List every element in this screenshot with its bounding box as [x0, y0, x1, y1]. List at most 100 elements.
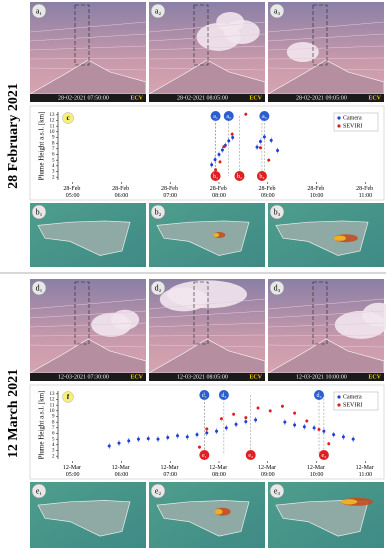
y-tick-label: 11 [50, 403, 55, 408]
point [262, 135, 266, 139]
image-label: a₂ [155, 6, 162, 15]
timestamp: 28-02-2021 07:50:00 [58, 95, 109, 101]
annotation-badge [218, 390, 229, 400]
timestamp-bar [268, 94, 384, 102]
legend-marker [337, 124, 341, 128]
legend-marker [337, 403, 341, 407]
logo: ECV [368, 374, 381, 380]
y-axis-label: Plume Height a.s.l. [km] [38, 112, 46, 181]
legend-box [333, 112, 379, 132]
label-badge [150, 204, 166, 220]
wire [148, 334, 266, 337]
y-tick-label: 5 [52, 158, 55, 163]
satellite-image: b₂ [149, 203, 265, 267]
timestamp: 12-03-2021 07:30:00 [58, 374, 109, 380]
wire [29, 310, 147, 319]
plume-core [213, 233, 220, 237]
image-label: b₁ [36, 207, 43, 216]
y-tick-label: 2 [52, 175, 55, 180]
camera-image: 12-03-2021 08:05:00 ECV d₂ [147, 279, 266, 381]
point [244, 420, 248, 424]
annotation-label: e₂ [248, 453, 253, 459]
island [37, 500, 131, 537]
label-badge [31, 280, 47, 296]
x-tick-label: 12-Mar 10:00 [307, 465, 327, 478]
point [293, 423, 297, 427]
point [195, 433, 199, 437]
label-badge [31, 483, 47, 499]
point [268, 409, 272, 413]
point [185, 435, 189, 439]
x-tick-label: 28-Feb 09:00 [259, 186, 278, 199]
y-tick-label: 7 [52, 147, 55, 152]
date-label: 28 February 2021 [6, 83, 21, 189]
point [302, 425, 306, 429]
point [244, 112, 248, 116]
logo: ECV [130, 374, 143, 380]
point [214, 168, 218, 172]
panel-label: c [66, 114, 69, 122]
camera-image: 28-02-2021 08:05:00 ECV a₂ [147, 2, 266, 102]
timestamp-bar [30, 373, 146, 381]
legend-box [333, 391, 379, 411]
point [317, 428, 321, 432]
wire [148, 322, 266, 328]
timestamp-bar [30, 94, 146, 102]
height-scale [312, 4, 328, 66]
legend-label: SEVIRI [343, 123, 362, 129]
height-scale [74, 4, 90, 66]
label-badge [269, 483, 285, 499]
label-badge [269, 204, 285, 220]
logo: ECV [130, 95, 143, 101]
timestamp-bar [268, 373, 384, 381]
wire [29, 298, 147, 310]
point [341, 435, 345, 439]
point [117, 441, 121, 445]
y-tick-label: 4 [52, 443, 55, 448]
x-tick-label: 28-Feb 10:00 [307, 186, 326, 199]
x-tick-label: 12-Mar 09:00 [258, 465, 278, 478]
panel-badge [62, 391, 74, 403]
chart-background [29, 105, 385, 201]
x-tick-label: 28-Feb 11:00 [356, 186, 375, 199]
annotation-label: e₃ [322, 453, 327, 459]
y-tick-label: 3 [52, 170, 55, 175]
cloud [362, 302, 386, 327]
y-tick-label: 10 [50, 409, 56, 414]
y-axis-label: Plume Height a.s.l. [km] [38, 391, 46, 460]
x-tick-label: 12-Mar 07:00 [160, 465, 180, 478]
y-tick-label: 8 [52, 420, 55, 425]
date-label: 12 March 2021 [6, 369, 21, 458]
image-label: b₂ [155, 207, 162, 216]
annotation-badge [234, 171, 245, 181]
point [312, 426, 316, 430]
wire [148, 21, 266, 33]
wire [148, 57, 266, 60]
point [351, 437, 355, 441]
point [156, 437, 160, 441]
point [127, 439, 131, 443]
satellite-image: e₂ [149, 482, 265, 548]
camera-image: 12-03-2021 07:30:00 ECV d₁ [28, 279, 147, 381]
point [137, 437, 140, 441]
point [224, 426, 228, 430]
point [256, 406, 260, 410]
panel-label: f [67, 393, 70, 401]
wire [267, 298, 385, 310]
legend-marker [337, 395, 341, 399]
wire [148, 310, 266, 319]
annotation-label: a₂ [226, 114, 231, 120]
y-tick-label: 4 [52, 164, 55, 169]
x-tick-label: 12-Mar 08:00 [209, 465, 229, 478]
point [146, 437, 150, 441]
cloud [159, 287, 208, 312]
logo: ECV [368, 95, 381, 101]
point [210, 163, 214, 167]
wire [29, 322, 147, 328]
height-scale [74, 281, 90, 345]
annotation-label: b₁ [213, 174, 218, 180]
y-tick-label: 3 [52, 449, 55, 454]
cloud [111, 309, 140, 330]
x-tick-label: 28-Feb 06:00 [112, 186, 131, 199]
annotation-label: e₁ [202, 453, 207, 459]
